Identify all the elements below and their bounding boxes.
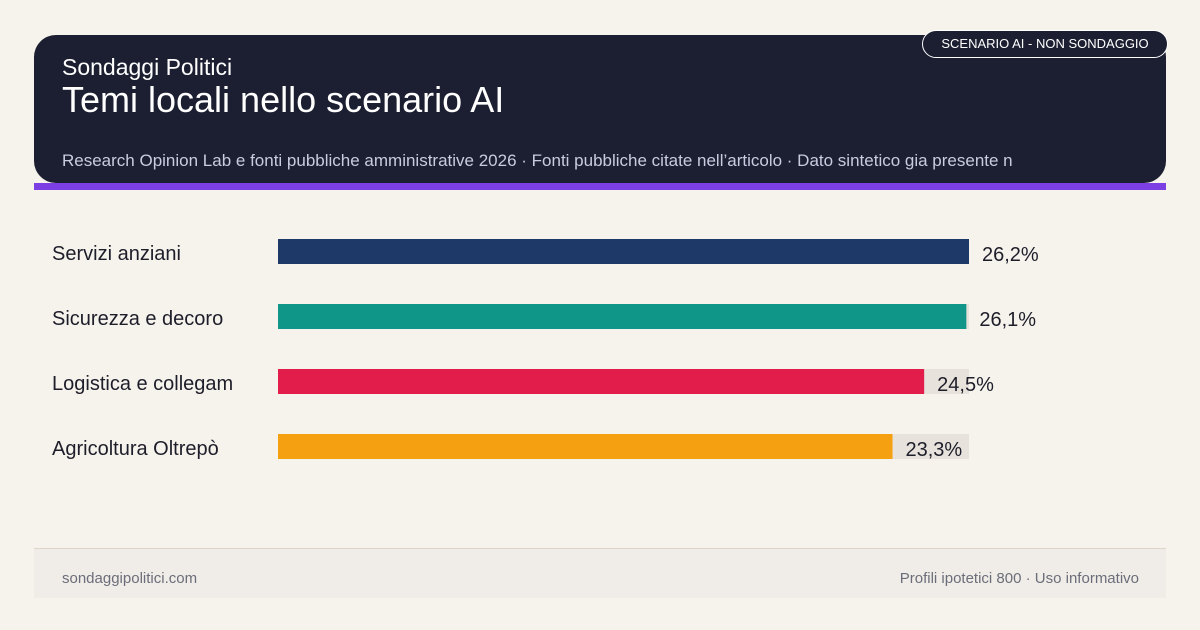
value-label: 23,3% [906, 439, 963, 461]
footer-note: Profili ipotetici 800 · Uso informativo [899, 570, 1139, 587]
header-panel: Sondaggi Politici Temi locali nello scen… [34, 35, 1166, 183]
scenario-badge: SCENARIO AI - NON SONDAGGIO [922, 30, 1168, 58]
category-label: Servizi anziani [52, 243, 181, 265]
bar [278, 369, 925, 394]
footer-site: sondaggipolitici.com [62, 570, 198, 587]
bar [278, 434, 893, 459]
category-label: Logistica e collegam [52, 373, 233, 395]
footer: sondaggipolitici.com Profili ipotetici 8… [34, 548, 1166, 598]
bar [278, 304, 967, 329]
value-label: 26,1% [979, 309, 1036, 331]
value-label: 24,5% [937, 374, 994, 396]
category-label: Agricoltura Oltrepò [52, 438, 219, 460]
value-label: 26,2% [982, 244, 1039, 266]
sources-line: Research Opinion Lab e fonti pubbliche a… [62, 151, 1013, 170]
chart-title: Temi locali nello scenario AI [62, 79, 505, 120]
bar [278, 239, 969, 264]
brand-name: Sondaggi Politici [62, 54, 233, 80]
accent-divider [34, 183, 1166, 190]
category-label: Sicurezza e decoro [52, 308, 223, 330]
